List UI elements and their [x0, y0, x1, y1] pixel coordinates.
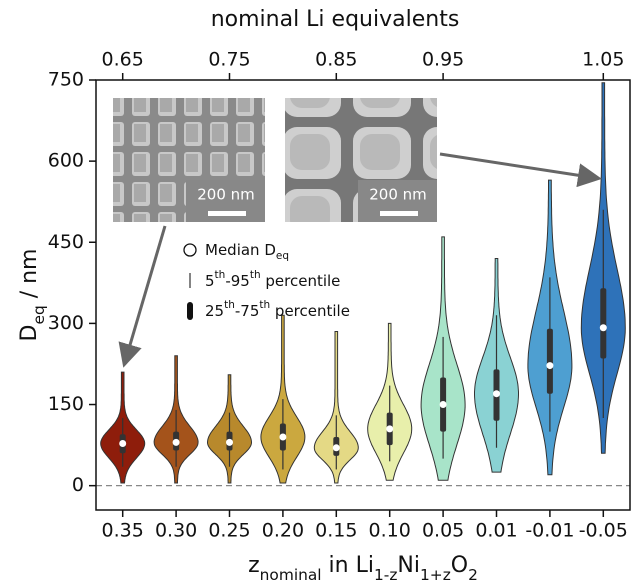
median	[493, 390, 500, 398]
iqr-box	[546, 328, 553, 394]
arrow	[439, 152, 602, 188]
y-tick-label: 600	[48, 150, 84, 172]
x-tick-label: 0.30	[155, 520, 197, 542]
legend-label-part: -95	[225, 272, 250, 290]
x-tick-label: 0.10	[369, 520, 411, 542]
legend-label-sup: th	[224, 299, 235, 311]
legend-label-part: Median D	[205, 241, 276, 259]
x-tick-label: 0.25	[208, 520, 250, 542]
x-axis-label-part: Ni	[397, 553, 420, 578]
legend-label: Median Deq	[205, 241, 289, 263]
legend-label-sub: eq	[276, 250, 289, 262]
scale-bar	[208, 211, 246, 216]
legend-box-marker	[187, 302, 193, 320]
x-axis-label-sub: 1+z	[420, 566, 451, 584]
y-tick-label: 300	[48, 312, 84, 334]
legend-label-sup: th	[250, 269, 261, 281]
insets: 200 nm 200 nm	[113, 98, 602, 368]
legend-label-sup: th	[259, 299, 270, 311]
y-axis-label: Deq / nm	[17, 249, 48, 342]
top-tick-label: 0.85	[315, 49, 357, 71]
legend-label: 25th-75th percentile	[205, 299, 350, 320]
top-tick-label: 0.75	[208, 49, 250, 71]
legend	[183, 243, 197, 320]
x-tick-label: 0.05	[422, 520, 464, 542]
x-tick-label: 0.15	[315, 520, 357, 542]
y-tick-label: 0	[72, 474, 84, 496]
median	[599, 324, 607, 332]
x-tick-label: 0.35	[102, 520, 144, 542]
x-axis-label-sub: nominal	[260, 566, 322, 584]
median	[546, 362, 554, 370]
y-tick-label: 150	[48, 393, 84, 415]
legend-label-part: 5	[205, 272, 215, 290]
x-axis-label-part: O	[451, 553, 468, 578]
y-axis-label-sub: eq	[30, 305, 48, 324]
legend-label-part: -75	[235, 302, 260, 320]
x-tick-label: 0.20	[262, 520, 304, 542]
x-axis-label-sub: 1-z	[374, 566, 397, 584]
y-tick-label: 750	[48, 69, 84, 91]
top-axis-title: nominal Li equivalents	[211, 7, 460, 32]
median	[226, 438, 233, 446]
plot-area	[96, 82, 630, 487]
top-tick-label: 0.95	[422, 49, 464, 71]
x-axis-label-sub: 2	[468, 566, 478, 584]
legend-label-part: percentile	[261, 272, 341, 290]
top-tick-label: 1.05	[582, 49, 624, 71]
median	[332, 444, 340, 452]
y-tick-label: 450	[48, 231, 84, 253]
scale-bar-label: 200 nm	[369, 186, 427, 204]
violin	[313, 331, 359, 484]
legend-median-marker	[183, 243, 197, 257]
median	[386, 425, 394, 433]
scale-bar	[380, 211, 418, 216]
top-tick-label: 0.65	[102, 49, 144, 71]
median	[119, 439, 127, 447]
x-axis-label-part: z	[248, 553, 260, 578]
x-axis-label-part: in Li	[322, 553, 374, 578]
median	[279, 433, 287, 441]
arrow	[118, 225, 167, 368]
median	[439, 401, 447, 409]
median	[172, 438, 180, 446]
x-axis-label: znominal in Li1-zNi1+zO2	[248, 553, 478, 584]
x-tick-label: -0.01	[525, 520, 574, 542]
legend-label: 5th-95th percentile	[205, 269, 340, 290]
iqr-box	[600, 288, 607, 359]
plot-frame	[95, 79, 631, 511]
legend-label-part: percentile	[270, 302, 350, 320]
legend-label-sup: th	[215, 269, 226, 281]
scale-bar-label: 200 nm	[197, 186, 255, 204]
x-tick-label: 0.01	[475, 520, 517, 542]
x-tick-label: -0.05	[579, 520, 628, 542]
y-axis-label-part: D	[17, 325, 42, 342]
legend-label-part: 25	[205, 302, 224, 320]
y-axis-label-part: / nm	[17, 249, 42, 306]
